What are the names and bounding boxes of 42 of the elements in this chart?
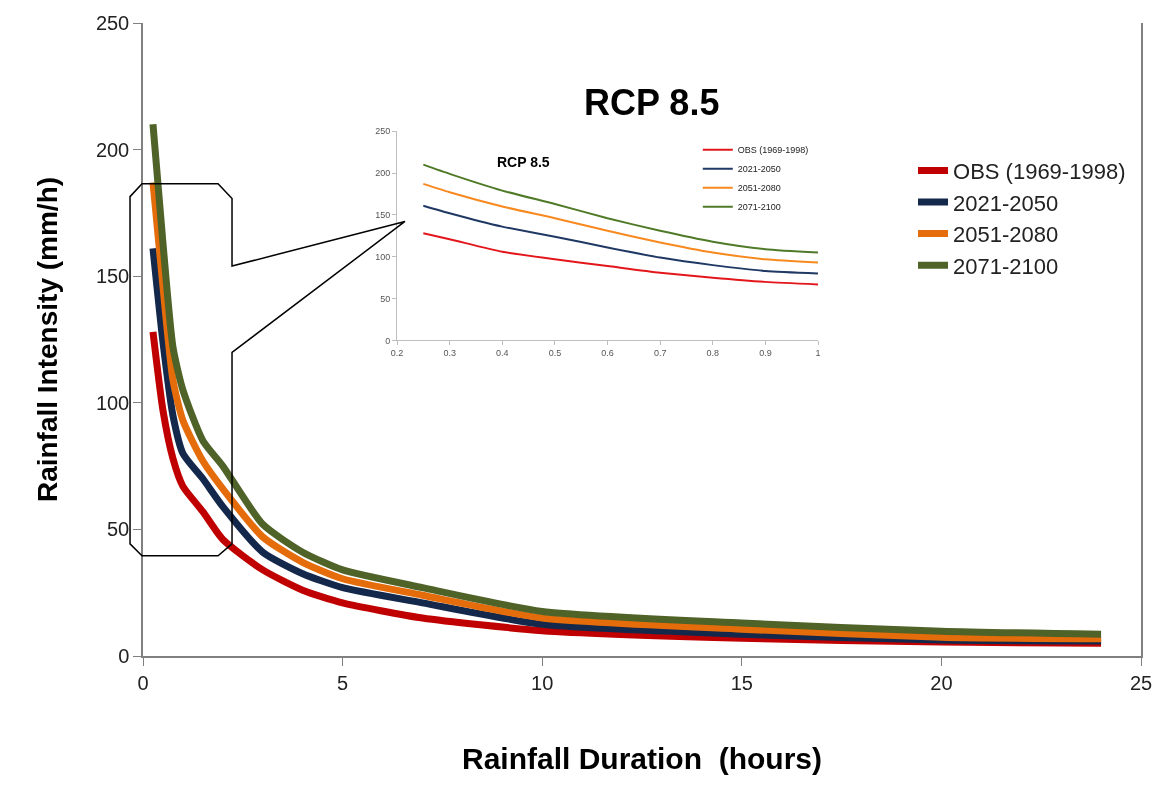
x-tick-label: 0.3 [443,348,456,359]
legend-label: 2071-2100 [953,253,1059,279]
legend-label: 2021-2050 [737,164,781,175]
legend-label: 2051-2080 [737,183,781,194]
x-tick-label: 10 [531,671,554,694]
text: RCP 8.5 [584,82,720,123]
legend-label: 2021-2050 [953,190,1059,216]
legend-label: OBS (1969-1998) [737,145,809,156]
x-axis-title: Rainfall Duration (hours) [462,741,822,775]
legend-label: 2051-2080 [953,222,1059,248]
legend-label: 2071-2100 [737,202,781,213]
y-tick-label: 150 [375,210,391,221]
y-tick-label: 50 [380,293,391,304]
x-tick-label: 0.4 [495,348,509,359]
y-tick-label: 200 [375,168,391,179]
y-tick-label: 150 [95,265,130,288]
x-tick-label: 1 [815,348,821,359]
x-tick-label: 0.6 [601,348,614,359]
x-tick-label: 0.5 [548,348,562,359]
x-tick-label: 15 [730,671,753,694]
y-tick-label: 250 [95,12,130,34]
y-tick-label: 50 [107,518,130,541]
x-tick-label: 0 [137,671,149,694]
x-tick-label: 0.7 [653,348,667,359]
x-tick-label: 20 [930,671,953,694]
y-tick-label: 0 [385,335,391,346]
y-tick-label: 250 [375,126,391,137]
x-tick-label: 5 [337,671,349,694]
x-tick-label: 25 [1129,671,1153,694]
x-tick-label: 0.9 [759,348,772,359]
legend-label: OBS (1969-1998) [953,158,1126,184]
y-tick-label: 0 [118,645,130,667]
x-tick-label: 0.8 [706,348,720,359]
x-tick-label: 0.2 [390,348,404,359]
y-tick-label: 200 [95,138,130,161]
y-tick-label: 100 [375,251,391,262]
y-axis-title: Rainfall Intensity (mm/h) [32,176,64,503]
line-series [422,182,818,264]
y-tick-label: 100 [95,391,130,414]
text: RCP 8.5 [497,154,550,170]
line-series [422,232,818,286]
line-series [422,204,818,275]
